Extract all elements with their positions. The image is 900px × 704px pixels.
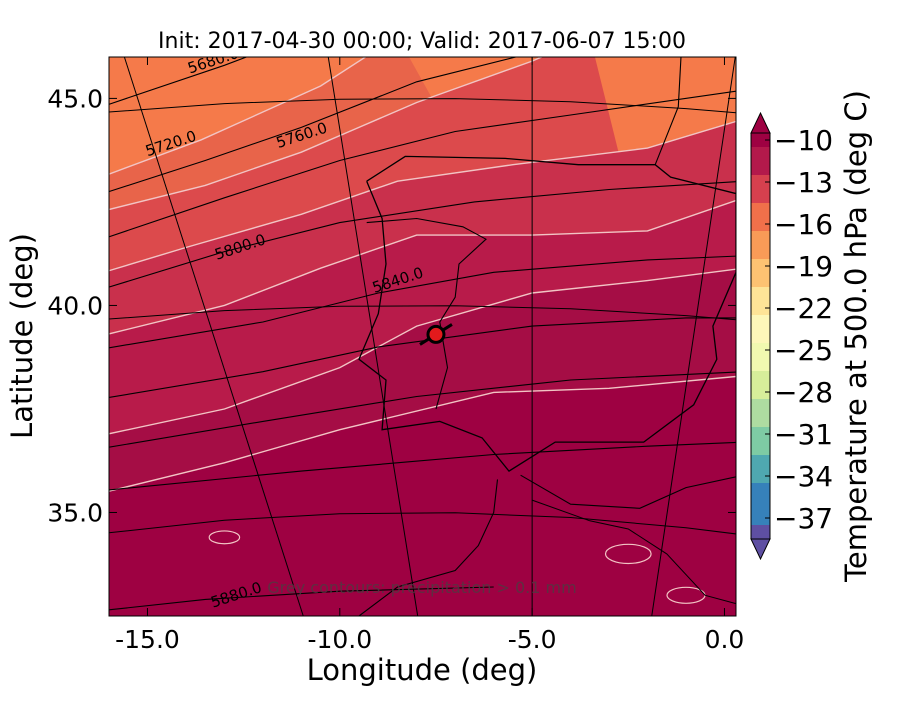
y-axis: 35.0 40.0 45.0 xyxy=(47,84,736,527)
border-morocco-algeria xyxy=(531,499,736,605)
colorbar-segment xyxy=(751,357,770,372)
colorbar-tick-label: −13 xyxy=(774,166,833,199)
colorbar-segment xyxy=(751,315,770,330)
x-tick-label: -15.0 xyxy=(115,625,180,654)
coastline-morocco xyxy=(358,479,499,616)
colorbar-segment xyxy=(751,385,770,400)
colorbar-segment xyxy=(751,133,770,148)
x-axis-label: Longitude (deg) xyxy=(307,653,538,687)
y-axis-label: Latitude (deg) xyxy=(5,233,39,439)
x-tick-label: 0.0 xyxy=(705,625,745,654)
colorbar-label: Temperature at 500.0 hPa (deg C) xyxy=(839,90,873,583)
colorbar-segment xyxy=(751,511,770,526)
plot-frame xyxy=(108,56,737,617)
colorbar-tick-label: −34 xyxy=(774,460,833,493)
coastline-iberia xyxy=(358,155,736,472)
colorbar-segment xyxy=(751,231,770,246)
y-tick-label: 35.0 xyxy=(47,498,103,527)
x-tick-label: -10.0 xyxy=(307,625,372,654)
colorbar-tick-label: −16 xyxy=(774,208,833,241)
height-contour-line xyxy=(109,586,494,611)
precipitation-contour xyxy=(208,530,241,545)
border-portugal-spain xyxy=(366,217,487,410)
height-contour-line xyxy=(109,57,248,105)
colorbar-segment xyxy=(751,455,770,470)
precipitation-contour xyxy=(109,120,736,272)
colorbar-tick-label: −31 xyxy=(774,418,833,451)
precipitation-contour xyxy=(109,57,367,175)
colorbar-segment xyxy=(751,441,770,456)
colorbar-segment xyxy=(751,483,770,498)
colorbar-segment xyxy=(751,147,770,162)
chart-title: Init: 2017-04-30 00:00; Valid: 2017-06-0… xyxy=(158,29,686,54)
precipitation-contour xyxy=(604,543,652,565)
meridian-line xyxy=(327,57,419,616)
height-contour-line xyxy=(109,371,736,448)
colorbar-frame xyxy=(750,132,771,540)
colorbar-segment xyxy=(751,329,770,344)
colorbar-segment xyxy=(751,399,770,414)
precipitation-contour xyxy=(109,375,736,492)
precipitation-contour xyxy=(109,268,736,435)
colorbar-segment xyxy=(751,371,770,386)
colorbar-segment xyxy=(751,203,770,218)
colorbar-segment xyxy=(751,189,770,204)
colorbar-segment xyxy=(751,217,770,232)
colorbar-extend-min xyxy=(750,538,771,561)
colorbar-tick-label: −25 xyxy=(774,334,833,367)
precipitation-contour xyxy=(109,57,544,211)
colorbar-tick-label: −37 xyxy=(774,502,833,535)
y-tick-label: 40.0 xyxy=(47,291,103,320)
colorbar-segment xyxy=(751,259,770,274)
colorbar-segment xyxy=(751,273,770,288)
colorbar: −10 −13 −16 −19 −22 −25 −28 −31 −34 −37 xyxy=(750,111,833,561)
colorbar-segment xyxy=(751,413,770,428)
height-contour-line xyxy=(109,441,736,491)
colorbar-tick-label: −19 xyxy=(774,250,833,283)
colorbar-segment xyxy=(751,245,770,260)
colorbar-segment xyxy=(751,469,770,484)
colorbar-segment xyxy=(751,497,770,512)
colorbar-tick-label: −10 xyxy=(774,124,833,157)
temperature-band xyxy=(109,376,736,616)
colorbar-segment xyxy=(751,161,770,176)
colorbar-segment xyxy=(751,287,770,302)
colorbar-segment xyxy=(751,427,770,442)
height-contour-line xyxy=(109,255,736,349)
y-tick-label: 45.0 xyxy=(47,84,103,113)
site-marker xyxy=(426,324,446,344)
colorbar-tick-label: −22 xyxy=(774,292,833,325)
height-contour-line xyxy=(109,57,518,193)
height-contour-line xyxy=(109,317,736,399)
colorbar-segment xyxy=(751,175,770,190)
colorbar-tick-label: −28 xyxy=(774,376,833,409)
height-contour-line xyxy=(109,181,736,288)
colorbar-segment xyxy=(751,525,770,540)
x-axis: -15.0 -10.0 -5.0 0.0 xyxy=(115,57,744,654)
meridian-line xyxy=(651,57,736,616)
height-contour-line xyxy=(109,90,736,238)
coastline-france xyxy=(654,57,682,165)
x-tick-label: -5.0 xyxy=(508,625,557,654)
parallel-line xyxy=(109,512,736,535)
colorbar-extend-max xyxy=(750,111,771,134)
precipitation-annotation: Grey contours: precipitation > 0.1 mm xyxy=(267,578,576,597)
coastline-north-africa xyxy=(520,474,736,509)
precipitation-contour xyxy=(109,199,736,335)
parallel-line xyxy=(109,98,736,114)
colorbar-segment xyxy=(751,343,770,358)
parallel-line xyxy=(109,305,736,321)
colorbar-segment xyxy=(751,301,770,316)
meridian-line xyxy=(123,57,304,616)
